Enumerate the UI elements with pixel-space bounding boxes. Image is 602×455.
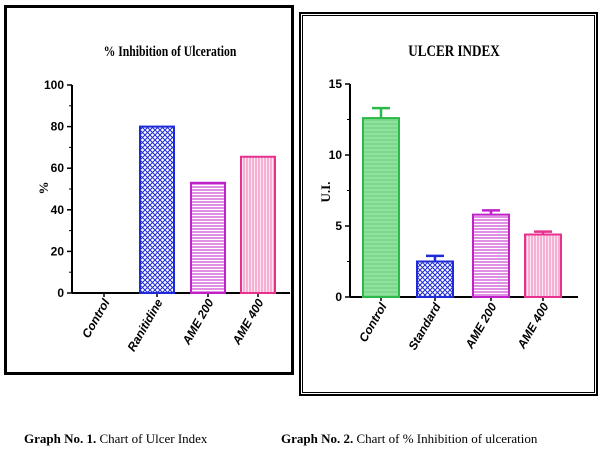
c2-category-label: AME 400 [514,300,552,351]
c1-bar-ame-400 [240,155,276,294]
chart1-y-ticks: 0 20 40 60 80 100 [44,78,72,300]
chart1-y-axis-label: % [36,182,51,195]
chart2-bars [362,117,562,299]
c2-category-label: Standard [405,300,443,353]
c2-category-label: AME 200 [462,300,500,351]
c1-bar-ranitidine [139,125,175,294]
c2-y-tick-label: 0 [335,290,342,304]
caption-graph-1: Graph No. 1. Chart of Ulcer Index [24,431,207,447]
caption-graph-2-text: Chart of % Inhibition of ulceration [353,431,538,446]
caption-graph-2-label: Graph No. 2. [281,431,354,446]
c2-bar-control [362,117,400,298]
c2-y-tick-label: 5 [335,219,342,233]
chart-panel-2 [299,12,598,396]
c2-category-label: Control [356,300,390,345]
chart2-category-labels: Control Standard AME 200 AME 400 [356,300,552,353]
caption-graph-1-label: Graph No. 1. [24,431,97,446]
chart2-title: ULCER INDEX [408,43,500,60]
c2-y-tick-label: 10 [329,148,343,162]
c1-y-tick-label: 100 [44,78,64,92]
c1-y-tick-label: 80 [51,120,65,134]
chart2-y-axis-label: U.I. [318,182,333,203]
c1-y-tick-label: 60 [51,161,65,175]
c2-bar-standard [416,260,454,298]
chart1-title: % Inhibition of Ulceration [104,43,237,60]
caption-graph-1-text: Chart of Ulcer Index [96,431,208,446]
chart1-bars [139,125,276,294]
c2-bar-ame-200 [472,213,510,298]
caption-graph-2: Graph No. 2. Chart of % Inhibition of ul… [281,431,537,447]
c2-bar-ame-400 [524,233,562,299]
c1-y-tick-label: 20 [51,244,65,258]
chart2-y-ticks: 0 5 10 15 [329,77,350,304]
c1-y-tick-label: 40 [51,203,65,217]
chart2-error-bars [372,106,552,262]
chart-panel-1 [4,5,294,375]
c2-y-tick-label: 15 [329,77,343,91]
c1-bar-ame-200 [190,181,226,294]
c1-y-tick-label: 0 [57,286,64,300]
